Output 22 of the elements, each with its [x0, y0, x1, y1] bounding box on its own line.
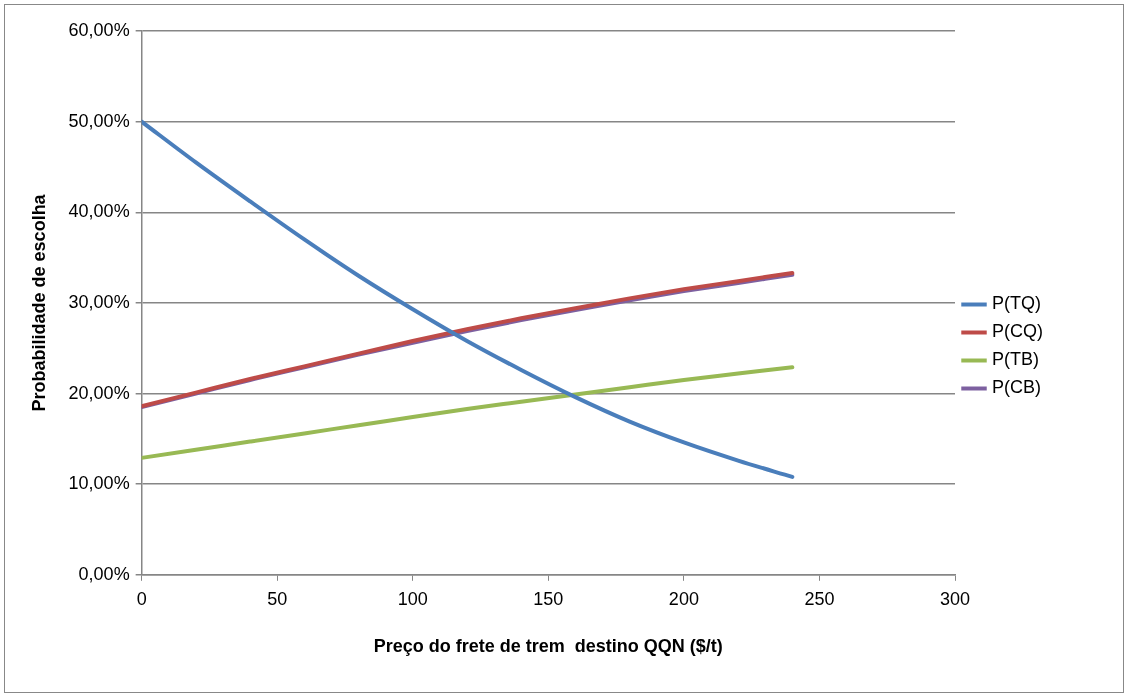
x-tick-label: 0: [136, 588, 147, 609]
y-tick-label: 40,00%: [68, 201, 130, 222]
line-series: [141, 119, 795, 479]
x-tick-label: 200: [668, 588, 699, 609]
legend-label: P(TQ): [992, 293, 1042, 314]
y-tick-label: 30,00%: [68, 291, 130, 312]
y-tick-label: 20,00%: [68, 382, 130, 403]
line-series: [141, 365, 795, 460]
legend-label: P(CB): [992, 377, 1042, 398]
x-tick-label: 250: [804, 588, 835, 609]
x-axis-title: Preço do frete de trem destino QQN ($/t): [373, 636, 723, 657]
legend-label: P(CQ): [992, 321, 1044, 342]
x-tick-label: 50: [267, 588, 288, 609]
y-tick-label: 60,00%: [68, 19, 130, 40]
x-tick-label: 100: [397, 588, 428, 609]
x-tick-label: 300: [939, 588, 971, 609]
legend-label: P(TB): [992, 349, 1040, 370]
y-tick-label: 50,00%: [68, 110, 130, 131]
y-tick-label: 0,00%: [78, 563, 130, 584]
y-tick-label: 10,00%: [68, 473, 130, 494]
y-axis-title: Probabilidade de escolha: [28, 193, 49, 412]
x-tick-label: 150: [533, 588, 564, 609]
